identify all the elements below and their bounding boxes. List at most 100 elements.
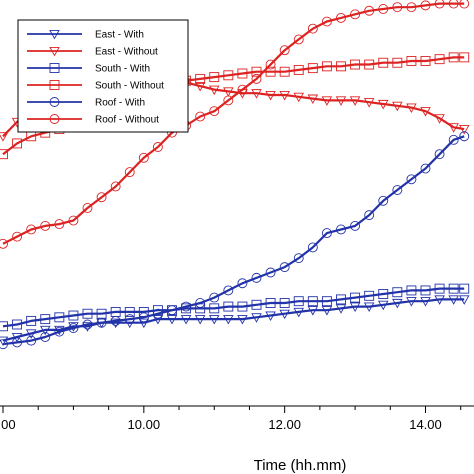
data-point-south-with xyxy=(392,287,403,298)
data-point-east-with xyxy=(0,336,9,347)
x-tick-label: 8.00 xyxy=(0,417,16,432)
data-point-south-without xyxy=(392,57,403,68)
data-point-roof-with xyxy=(181,301,192,312)
data-point-roof-with xyxy=(237,278,248,289)
data-point-roof-without xyxy=(434,0,445,9)
data-point-east-with xyxy=(265,311,276,321)
data-point-roof-without xyxy=(279,45,290,56)
data-point-east-without xyxy=(363,98,375,108)
data-point-roof-with xyxy=(321,228,332,239)
series-roof-with xyxy=(0,131,470,350)
data-point-roof-without xyxy=(82,203,93,213)
data-point-south-without xyxy=(336,61,346,72)
data-point-roof-with xyxy=(265,267,276,278)
series-line-roof-with xyxy=(2,135,465,346)
data-point-south-with xyxy=(434,283,445,294)
data-point-roof-with xyxy=(420,163,431,174)
data-point-east-with xyxy=(335,304,347,314)
data-point-east-without xyxy=(223,87,234,97)
data-point-south-with xyxy=(448,283,459,294)
data-point-east-with xyxy=(392,298,403,309)
data-point-roof-without xyxy=(336,12,346,23)
legend-marker-east-without xyxy=(49,46,60,57)
legend-box xyxy=(17,19,189,133)
data-point-east-with xyxy=(307,306,319,316)
data-point-south-with xyxy=(0,321,8,332)
data-point-east-with xyxy=(110,318,121,329)
data-point-roof-with xyxy=(110,315,121,326)
data-point-east-with xyxy=(152,315,164,325)
data-point-east-with xyxy=(138,318,150,329)
data-point-east-without xyxy=(194,82,206,92)
data-point-roof-with xyxy=(167,305,177,316)
data-point-roof-with xyxy=(152,308,163,319)
data-point-south-without xyxy=(378,57,389,68)
data-point-east-with xyxy=(166,315,178,325)
data-point-south-with xyxy=(364,290,375,301)
data-point-roof-with xyxy=(392,185,403,195)
data-point-roof-without xyxy=(350,9,361,20)
data-point-roof-without xyxy=(138,152,149,163)
data-point-south-without xyxy=(293,64,304,75)
series-roof-without xyxy=(0,0,470,249)
data-point-roof-without xyxy=(406,2,417,13)
data-point-east-without xyxy=(208,85,220,96)
data-point-roof-with xyxy=(82,319,93,330)
data-point-south-with xyxy=(209,303,220,314)
data-point-roof-with xyxy=(336,224,346,235)
data-point-south-without xyxy=(434,54,445,65)
data-point-roof-with xyxy=(378,195,389,206)
data-point-south-with xyxy=(350,292,361,303)
data-point-east-with xyxy=(11,332,23,343)
data-point-roof-without xyxy=(293,34,304,45)
data-point-east-without xyxy=(458,125,470,135)
data-point-south-with xyxy=(378,289,389,299)
data-point-roof-without xyxy=(459,0,470,9)
x-axis-title: Time (hh.mm) xyxy=(254,457,347,474)
data-point-south-without xyxy=(12,138,23,149)
data-point-east-with xyxy=(406,297,417,307)
legend-label-roof-without: Roof - Without xyxy=(95,115,159,126)
data-point-south-without xyxy=(321,61,332,72)
data-point-east-with xyxy=(321,306,333,316)
legend-marker-south-without xyxy=(49,80,60,90)
data-point-east-without xyxy=(335,96,347,106)
legend-label-roof-with: Roof - With xyxy=(95,98,145,109)
data-point-south-without xyxy=(307,63,318,74)
data-point-east-with xyxy=(39,325,51,336)
data-point-south-with xyxy=(40,314,51,325)
data-point-roof-with xyxy=(68,323,79,334)
x-tick-label: 10.00 xyxy=(128,417,161,432)
data-point-roof-without xyxy=(420,0,431,11)
data-point-east-with xyxy=(377,300,389,311)
data-point-roof-without xyxy=(152,142,163,152)
data-point-roof-with xyxy=(293,253,304,264)
data-point-roof-without xyxy=(110,181,121,192)
data-point-east-without xyxy=(349,96,361,106)
data-point-east-without xyxy=(251,89,262,99)
data-point-east-with xyxy=(194,315,206,325)
data-point-roof-with xyxy=(223,285,234,296)
data-point-roof-without xyxy=(448,0,459,9)
data-point-east-without xyxy=(321,96,333,106)
data-point-roof-with xyxy=(138,312,149,323)
data-point-east-with xyxy=(293,307,305,318)
data-point-roof-without xyxy=(209,106,220,117)
data-point-roof-with xyxy=(12,337,23,348)
data-point-east-without xyxy=(448,123,459,133)
data-point-east-without xyxy=(420,107,431,117)
data-point-south-with xyxy=(420,285,431,296)
data-point-roof-without xyxy=(54,219,65,230)
data-point-roof-without xyxy=(124,167,135,178)
data-point-roof-without xyxy=(26,224,37,235)
data-point-south-without xyxy=(420,56,431,66)
data-point-east-without xyxy=(0,132,9,142)
data-point-south-without xyxy=(279,66,290,77)
data-point-roof-without xyxy=(251,73,262,84)
data-point-east-with xyxy=(251,313,262,323)
data-point-south-with xyxy=(293,296,304,307)
data-point-roof-without xyxy=(12,231,23,242)
data-point-south-with xyxy=(237,301,248,312)
data-point-roof-with xyxy=(364,210,375,221)
data-point-south-with xyxy=(406,285,417,296)
